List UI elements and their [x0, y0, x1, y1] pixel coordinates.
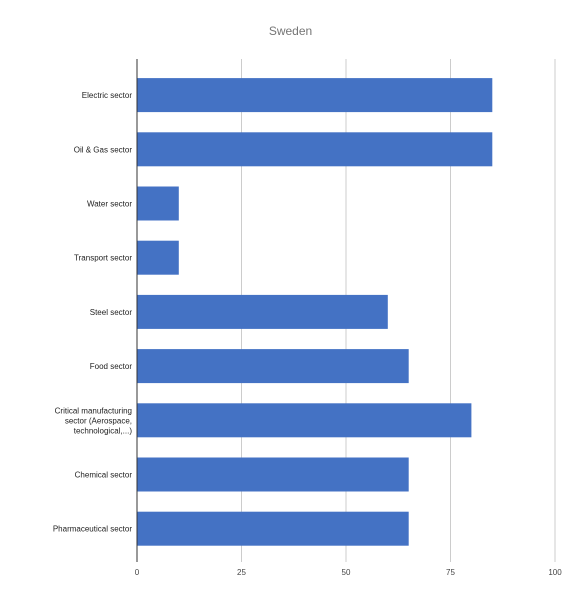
x-tick-label: 75 — [446, 568, 455, 577]
category-label: Pharmaceutical sector — [53, 525, 132, 534]
x-tick-label: 100 — [548, 568, 562, 577]
category-label: Chemical sector — [75, 471, 133, 480]
bar — [137, 511, 409, 546]
category-label: Food sector — [90, 362, 133, 371]
bar — [137, 78, 493, 113]
category-label: Critical manufacturing sector (Aerospace,… — [55, 406, 133, 435]
chart-title: Sweden — [268, 24, 313, 38]
category-label: Water sector — [87, 200, 132, 209]
category-label: Electric sector — [82, 91, 133, 100]
bar — [137, 132, 493, 167]
x-tick-label: 0 — [135, 568, 140, 577]
labels: 0 25 50 75 100 Electric sector Oil & Gas secto… — [53, 91, 562, 577]
bar — [137, 403, 472, 438]
bars — [137, 78, 493, 546]
bar — [137, 186, 179, 221]
category-label: Oil & Gas sector — [74, 145, 133, 154]
bar — [137, 457, 409, 492]
x-tick-label: 50 — [342, 568, 351, 577]
category-label: Steel sector — [90, 308, 133, 317]
category-label: Transport sector — [74, 254, 132, 263]
bar — [137, 294, 388, 329]
bar — [137, 240, 179, 275]
x-tick-label: 25 — [237, 568, 246, 577]
bar — [137, 349, 409, 384]
